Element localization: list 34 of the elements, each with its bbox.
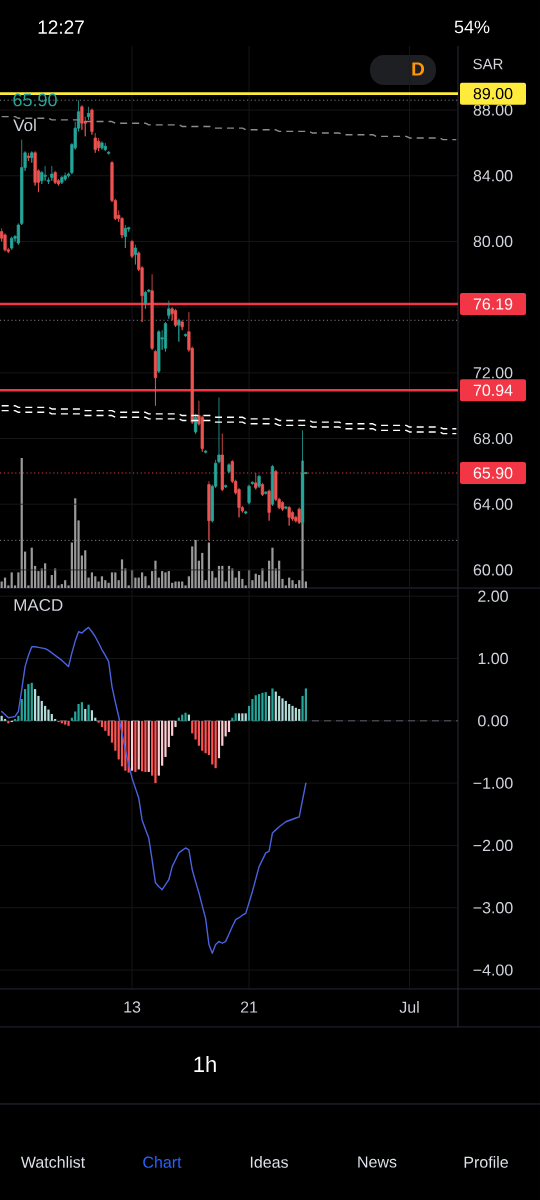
y-tick-label: 84.00	[473, 170, 513, 182]
y-tick-label: −4.00	[473, 964, 513, 976]
y-tick-label: 72.00	[473, 367, 513, 379]
text: 54%	[454, 20, 490, 34]
y-tick-label: 2.00	[478, 590, 508, 602]
y-tick-label: 64.00	[473, 498, 513, 510]
text: SAR	[473, 58, 503, 70]
y-tick-label: 88.00	[473, 104, 513, 116]
annotation: 65.90	[13, 93, 57, 107]
y-tick-label: 80.00	[473, 235, 513, 248]
x-tick-label: Jul	[399, 1001, 419, 1013]
annotation: D	[412, 62, 425, 76]
y-tick-label: 60.00	[473, 564, 513, 576]
y-tick-label: 68.00	[473, 432, 513, 445]
text: Watchlist	[20, 1156, 86, 1168]
text: 12:27	[38, 20, 84, 34]
text: Chart	[143, 1156, 182, 1168]
text: News	[358, 1156, 397, 1168]
y-tick-label: −2.00	[473, 839, 513, 852]
ref-line-label: 76.19	[473, 298, 513, 310]
x-tick-label: 21	[240, 1001, 258, 1013]
chart-title: MACD	[14, 598, 63, 612]
text: 1h	[194, 1056, 216, 1072]
chart-title: Vol	[13, 118, 36, 132]
ref-line-label: 65.90	[473, 467, 513, 479]
text: Profile	[464, 1156, 508, 1168]
ref-line-label: 89.00	[473, 87, 513, 100]
y-tick-label: 1.00	[478, 652, 508, 665]
y-tick-label: 0.00	[478, 715, 508, 727]
ref-line-label: 70.94	[473, 384, 513, 396]
y-tick-label: −3.00	[473, 902, 513, 914]
x-tick-label: 13	[124, 1001, 141, 1013]
y-tick-label: −1.00	[473, 777, 513, 789]
text: Ideas	[250, 1156, 288, 1168]
